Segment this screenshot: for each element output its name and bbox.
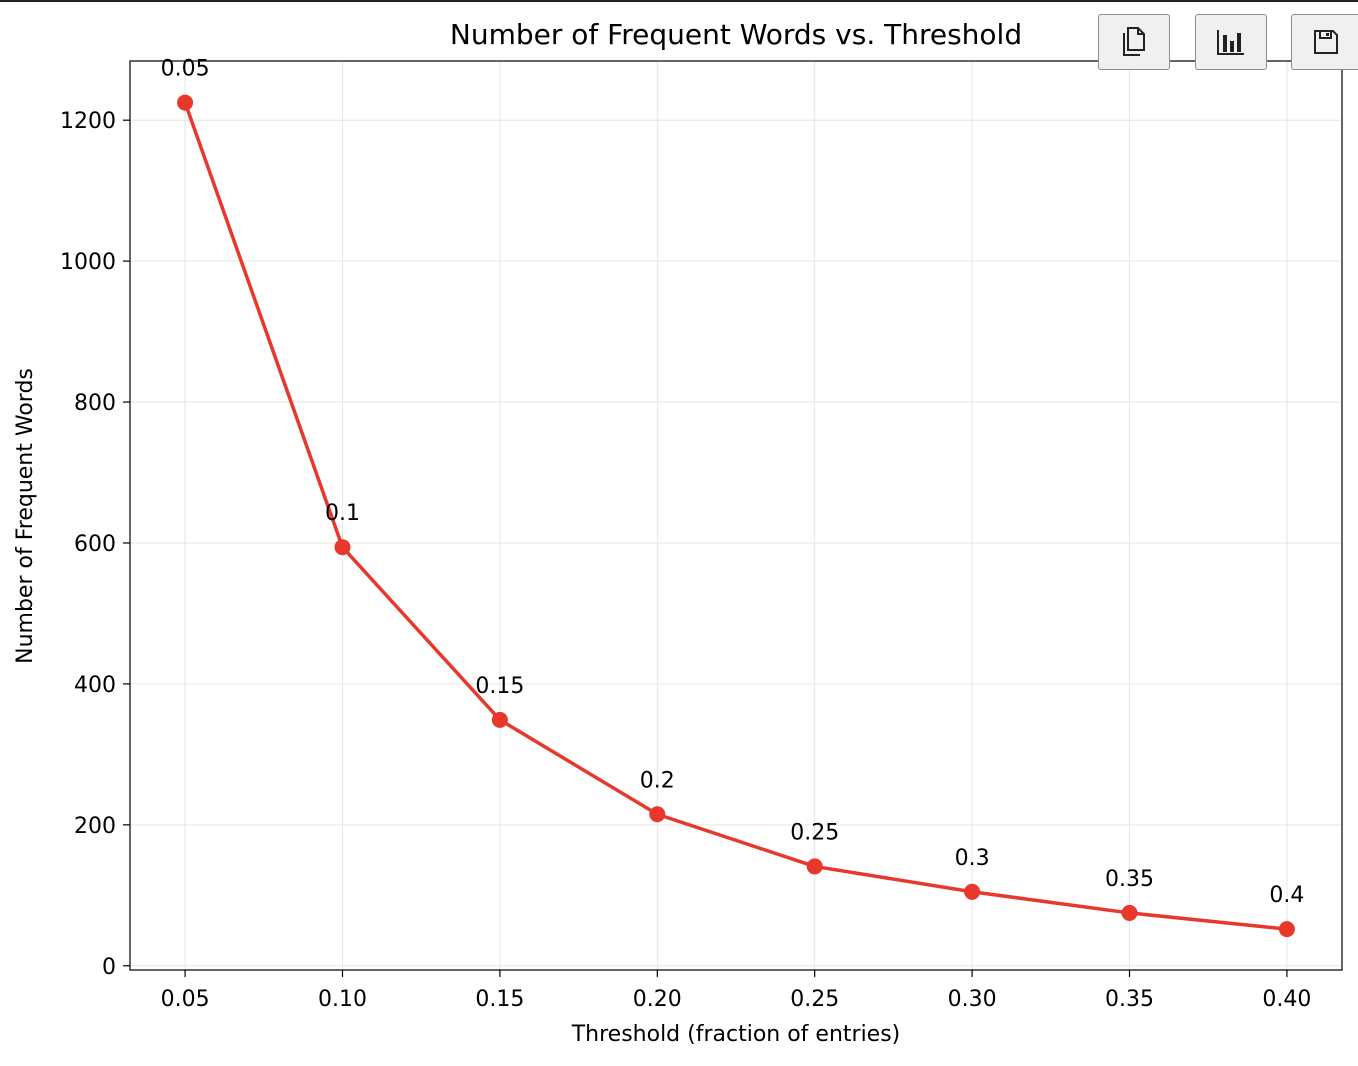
save-button[interactable] (1291, 14, 1358, 70)
data-point (649, 806, 666, 823)
y-tick-label: 0 (102, 955, 116, 980)
copy-icon (1119, 25, 1149, 59)
x-tick-label: 0.40 (1262, 987, 1311, 1012)
data-point (1121, 904, 1138, 921)
chart-button[interactable] (1195, 14, 1267, 70)
point-label: 0.4 (1269, 883, 1304, 908)
point-labels: 0.05 0.1 0.15 0.2 0.25 0.3 0.35 0.4 (161, 57, 1305, 909)
point-label: 0.05 (161, 57, 210, 82)
x-tick-label: 0.20 (633, 987, 682, 1012)
chart-title: Number of Frequent Words vs. Threshold (450, 18, 1022, 51)
save-icon (1312, 28, 1340, 56)
data-point (964, 883, 981, 900)
point-label: 0.15 (475, 674, 524, 699)
axes: 0.05 0.10 0.15 0.20 0.25 0.30 0.35 0.40 0 200 400 6… (60, 109, 1311, 1012)
plot-area-frame (129, 60, 1343, 971)
series-line (183, 101, 1288, 931)
data-point (177, 94, 194, 111)
y-axis-label: Number of Frequent Words (13, 368, 38, 664)
y-tick-label: 1200 (60, 109, 116, 134)
x-tick-label: 0.15 (475, 987, 524, 1012)
data-point (491, 711, 508, 728)
x-tick-label: 0.05 (161, 987, 210, 1012)
data-points (177, 94, 1295, 938)
x-tick-label: 0.10 (318, 987, 367, 1012)
point-label: 0.2 (640, 768, 675, 793)
data-point (334, 539, 351, 556)
copy-button[interactable] (1098, 14, 1170, 70)
data-point (1278, 921, 1295, 938)
x-axis-label: Threshold (fraction of entries) (571, 1022, 901, 1047)
x-tick-label: 0.25 (790, 987, 839, 1012)
grid-lines (130, 61, 1342, 970)
point-label: 0.1 (325, 501, 360, 526)
y-tick-label: 200 (74, 814, 116, 839)
x-tick-label: 0.30 (948, 987, 997, 1012)
y-tick-label: 400 (74, 673, 116, 698)
point-label: 0.35 (1105, 867, 1154, 892)
bar-chart-icon (1216, 27, 1246, 57)
y-tick-label: 1000 (60, 250, 116, 275)
x-tick-label: 0.35 (1105, 987, 1154, 1012)
point-label: 0.25 (790, 820, 839, 845)
y-tick-label: 800 (74, 391, 116, 416)
series-line (183, 101, 1288, 931)
window-top-border (0, 0, 1358, 2)
y-tick-label: 600 (74, 532, 116, 557)
point-label: 0.3 (955, 846, 990, 871)
data-point (806, 858, 823, 875)
